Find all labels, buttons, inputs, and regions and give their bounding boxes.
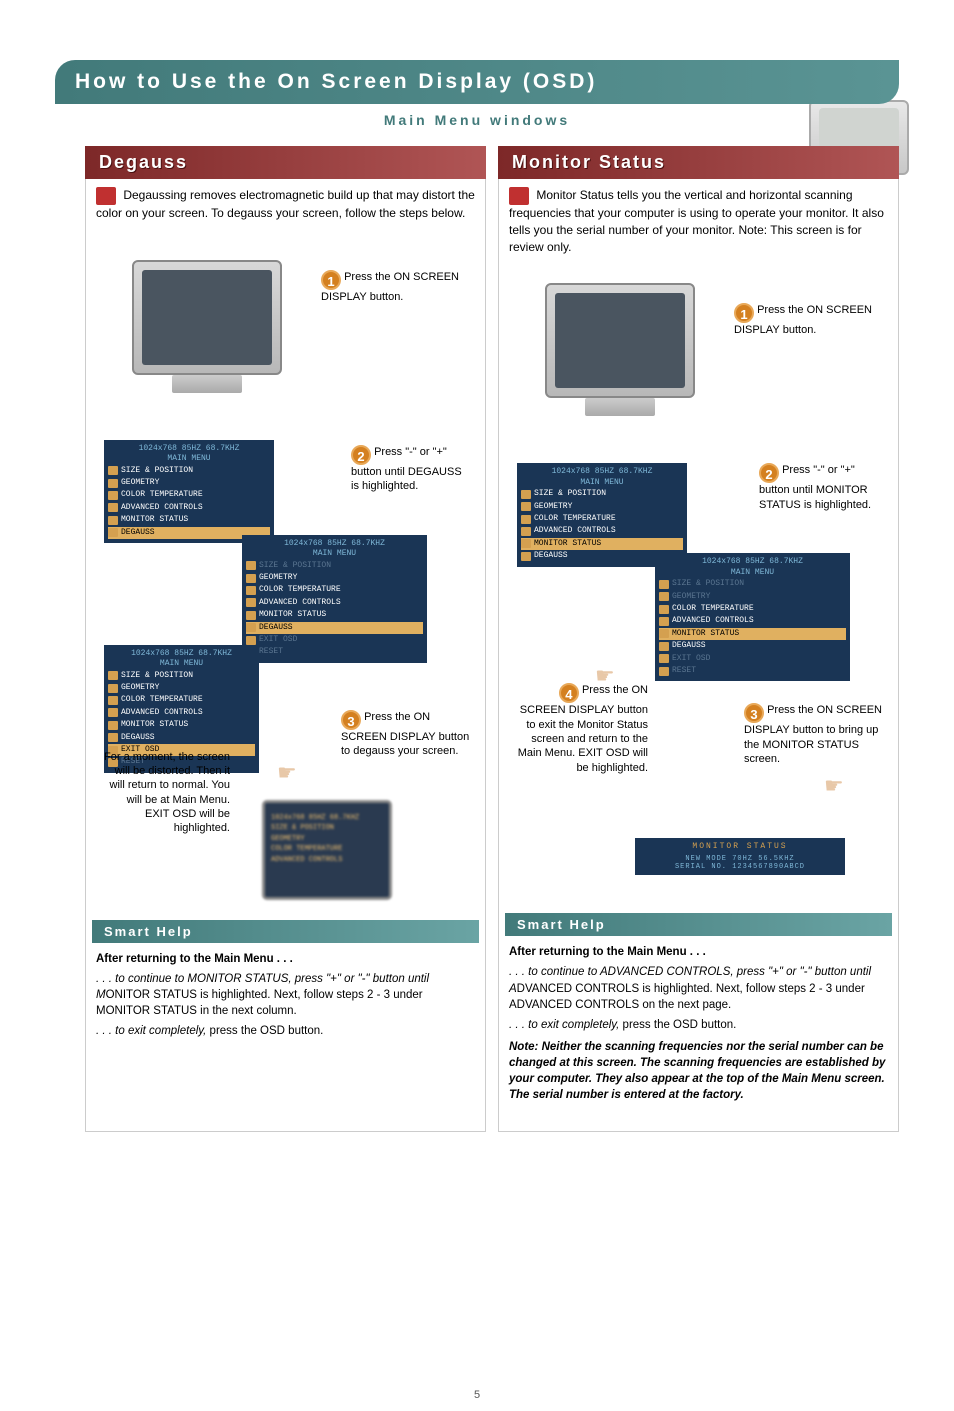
- monitor-osd-large: 1024x768 85HZ 68.7KHZ MAIN MENU SIZE & P…: [655, 553, 850, 681]
- badge-4-r: 4: [559, 683, 579, 703]
- page-number: 5: [474, 1389, 480, 1401]
- smart-help-heading-right: Smart Help: [505, 913, 892, 936]
- degauss-osd-small: 1024x768 85HZ 68.7KHZ MAIN MENU SIZE & P…: [104, 440, 274, 543]
- monitor-step2: 2 Press "-" or "+" button until MONITOR …: [759, 463, 884, 512]
- blurry-crt: 1024x768 85HZ 68.7KHZ SIZE & POSITION GE…: [262, 800, 392, 900]
- monitor-osd-small: 1024x768 85HZ 68.7KHZ MAIN MENU SIZE & P…: [517, 463, 687, 566]
- degauss-intro: Degaussing removes electromagnetic build…: [86, 179, 485, 230]
- monitor-step1: 1 Press the ON SCREEN DISPLAY button.: [734, 303, 884, 337]
- monitor-status-panel: MONITOR STATUS NEW MODE 70HZ 56.5KHZ SER…: [635, 838, 845, 875]
- degauss-osd-large: 1024x768 85HZ 68.7KHZ MAIN MENU SIZE & P…: [242, 535, 427, 663]
- badge-3: 3: [341, 710, 361, 730]
- monitor-status-column: Monitor Status Monitor Status tells you …: [498, 146, 899, 1132]
- page-title: How to Use the On Screen Display (OSD): [55, 60, 899, 104]
- badge-3-r: 3: [744, 703, 764, 723]
- badge-1: 1: [321, 270, 341, 290]
- degauss-step2: 2 Press "-" or "+" button until DEGAUSS …: [351, 445, 471, 494]
- monitor-intro-icon: [509, 187, 529, 205]
- degauss-icon: [96, 187, 116, 205]
- monitor-heading: Monitor Status: [498, 146, 899, 179]
- smart-help-heading-left: Smart Help: [92, 920, 479, 943]
- badge-2-r: 2: [759, 463, 779, 483]
- pointer-icon-r2: [824, 773, 852, 795]
- degauss-step1: 1 Press the ON SCREEN DISPLAY button.: [321, 270, 471, 304]
- degauss-figure: 1 Press the ON SCREEN DISPLAY button. 10…: [92, 230, 479, 910]
- badge-1-r: 1: [734, 303, 754, 323]
- monitor-figure: 1 Press the ON SCREEN DISPLAY button. 10…: [505, 263, 892, 903]
- badge-2: 2: [351, 445, 371, 465]
- monitor-intro: Monitor Status tells you the vertical an…: [499, 179, 898, 263]
- degauss-after-text: For a moment, the screen will be distort…: [100, 750, 230, 836]
- degauss-heading: Degauss: [85, 146, 486, 179]
- monitor-step4: 4 Press the ON SCREEN DISPLAY button to …: [513, 683, 648, 774]
- degauss-step3: 3 Press the ON SCREEN DISPLAY button to …: [341, 710, 471, 759]
- crt-illustration-right: [545, 283, 695, 416]
- degauss-column: Degauss Degaussing removes electromagnet…: [85, 146, 486, 1132]
- smart-help-body-right: After returning to the Main Menu . . . .…: [499, 936, 898, 1111]
- smart-help-body-left: After returning to the Main Menu . . . .…: [86, 943, 485, 1047]
- pointer-icon-r1: [595, 663, 623, 685]
- crt-illustration: [132, 260, 282, 393]
- monitor-step3: 3 Press the ON SCREEN DISPLAY button to …: [744, 703, 884, 766]
- pointer-icon: [277, 760, 305, 782]
